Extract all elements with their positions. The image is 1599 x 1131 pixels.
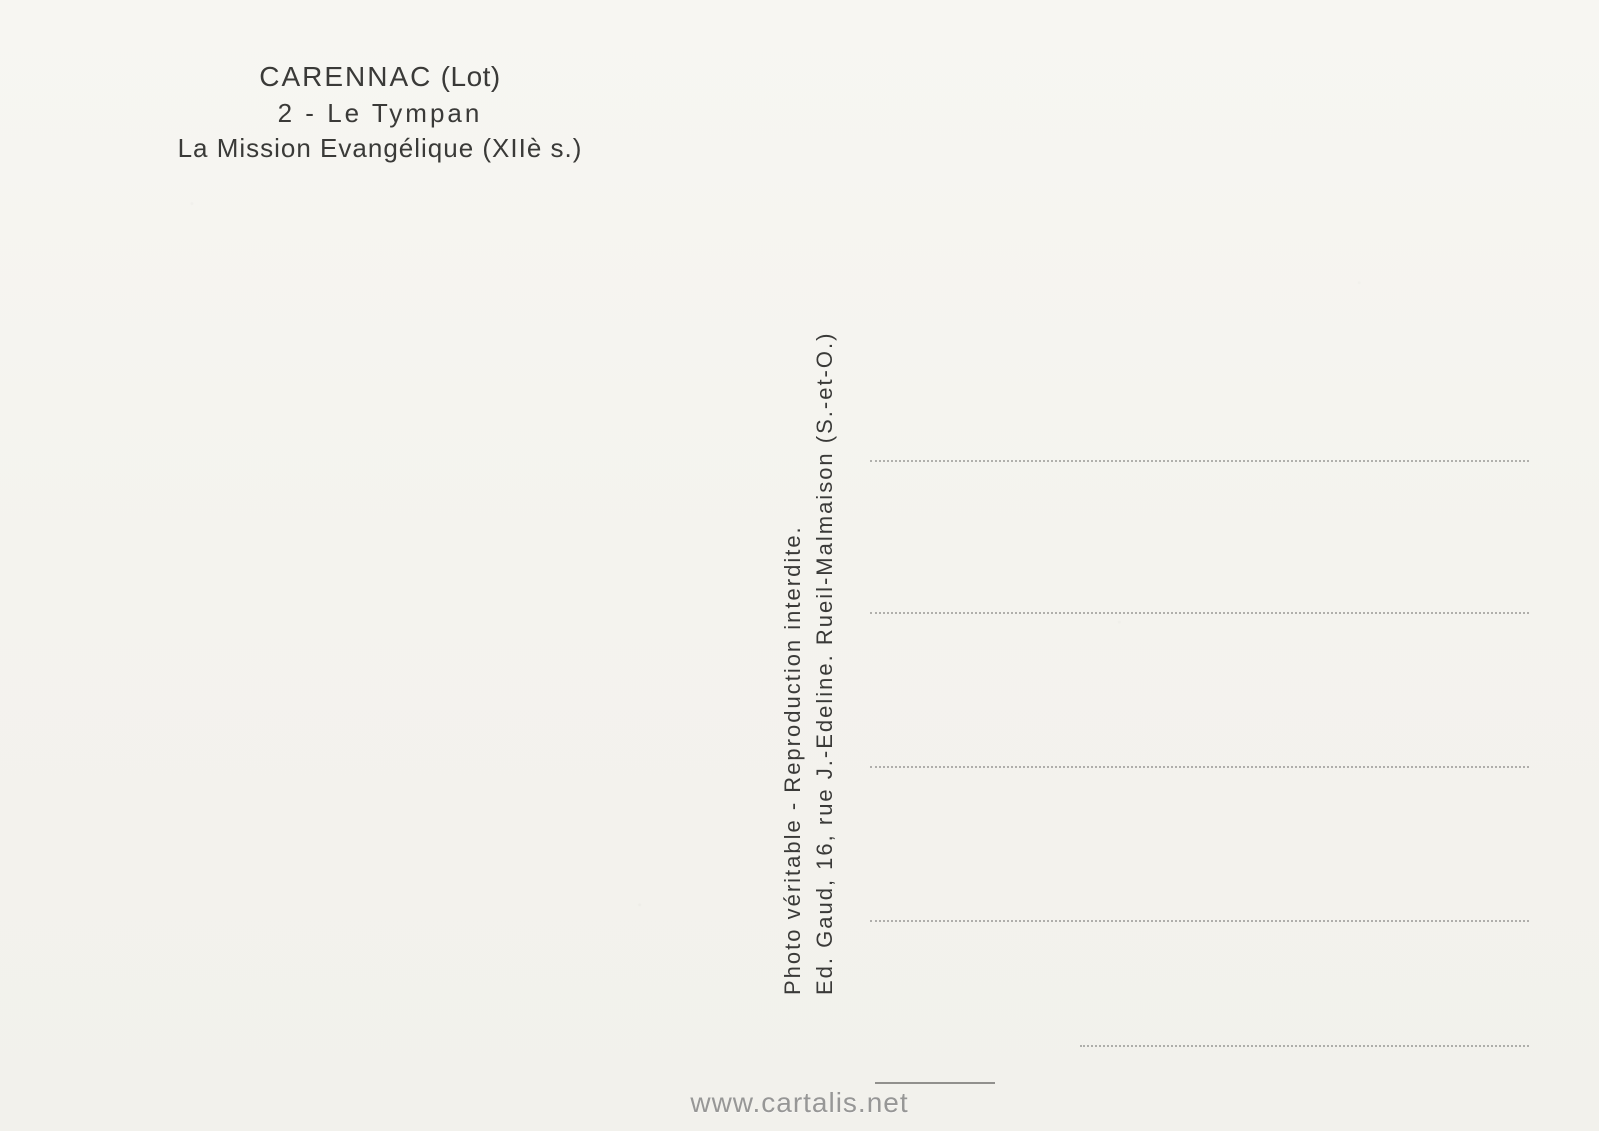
address-line [870, 766, 1529, 768]
copyright-line: Photo véritable - Reproduction interdite… [780, 155, 806, 995]
postcard-back: CARENNAC (Lot) 2 - Le Tympan La Mission … [0, 0, 1599, 1131]
caption-block: CARENNAC (Lot) 2 - Le Tympan La Mission … [0, 58, 760, 166]
publisher-block: Photo véritable - Reproduction interdite… [780, 155, 838, 995]
address-line [1080, 1045, 1529, 1047]
caption-line-3: La Mission Evangélique (XIIè s.) [0, 131, 760, 166]
footer-solid-line [875, 1082, 995, 1084]
caption-line-1: CARENNAC (Lot) [0, 58, 760, 96]
publisher-line: Ed. Gaud, 16, rue J.-Edeline. Rueil-Malm… [812, 155, 838, 995]
caption-line-2: 2 - Le Tympan [0, 96, 760, 131]
watermark-text: www.cartalis.net [0, 1087, 1599, 1119]
caption-location: CARENNAC [259, 61, 432, 92]
address-line [870, 460, 1529, 462]
address-line [870, 920, 1529, 922]
address-line [870, 612, 1529, 614]
caption-department: (Lot) [441, 61, 501, 92]
